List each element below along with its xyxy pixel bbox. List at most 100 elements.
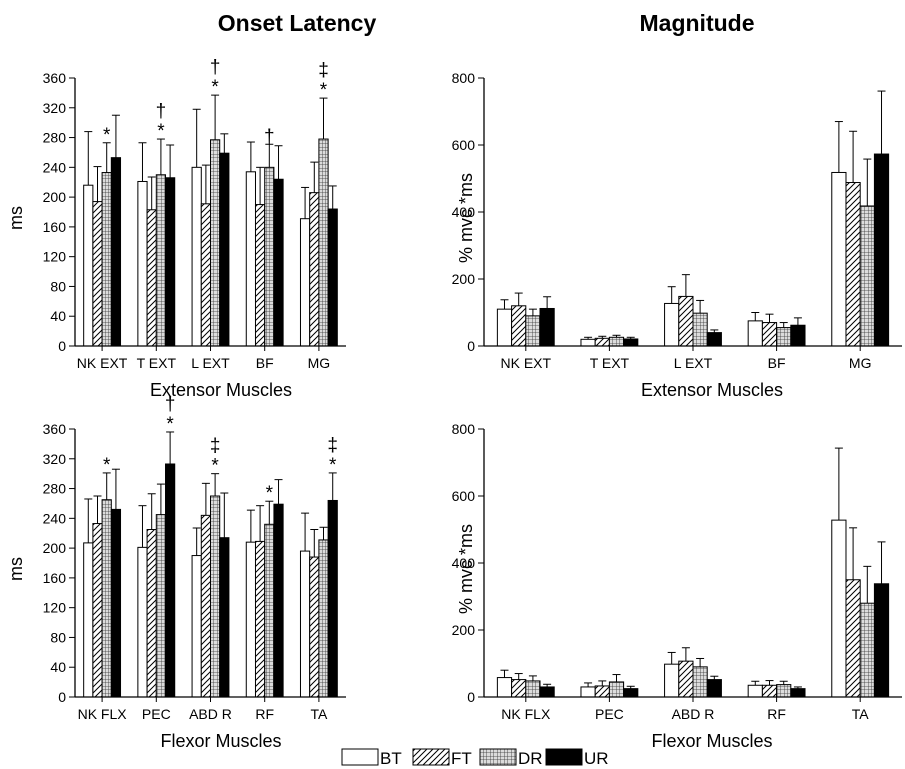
bar-ur bbox=[273, 503, 284, 698]
y-tick-label: 240 bbox=[43, 159, 67, 175]
significance-star: * bbox=[166, 414, 174, 435]
significance-star: * bbox=[211, 77, 219, 98]
y-tick-label: 0 bbox=[58, 689, 66, 705]
bar-ft bbox=[761, 684, 778, 698]
bar-dr bbox=[210, 139, 221, 347]
significance-dagger: ‡ bbox=[318, 60, 329, 81]
y-tick-label: 280 bbox=[43, 481, 67, 497]
significance-star: * bbox=[103, 455, 111, 476]
significance-dagger: † bbox=[156, 101, 167, 122]
bar-ft bbox=[511, 679, 527, 698]
bar-bt bbox=[137, 180, 148, 347]
bar-dr bbox=[318, 138, 329, 347]
x-axis-label: Extensor Muscles bbox=[150, 380, 292, 400]
bar-bt bbox=[245, 541, 256, 698]
x-tick-label: ABD R bbox=[189, 706, 232, 722]
bar-dr bbox=[692, 312, 708, 347]
significance-dagger: ‡ bbox=[327, 435, 338, 456]
x-tick-label: L EXT bbox=[674, 355, 713, 371]
y-axis-label: ms bbox=[6, 557, 26, 581]
x-tick-label: MG bbox=[849, 355, 872, 371]
y-tick-label: 320 bbox=[43, 451, 67, 467]
bar-bt bbox=[496, 677, 513, 698]
bar-ur bbox=[110, 157, 122, 347]
x-axis-label: Flexor Muscles bbox=[160, 731, 281, 751]
y-axis-label: % mvc *ms bbox=[456, 173, 476, 263]
bar-ur bbox=[165, 177, 176, 347]
bar-dr bbox=[101, 499, 112, 698]
bar-ur bbox=[327, 208, 338, 347]
x-tick-label: ABD R bbox=[672, 706, 715, 722]
y-tick-label: 200 bbox=[43, 540, 67, 556]
x-tick-label: RF bbox=[255, 706, 274, 722]
bar-ft bbox=[594, 337, 610, 347]
significance-star: * bbox=[103, 125, 111, 146]
bar-ft bbox=[309, 556, 320, 698]
x-axis-label: Flexor Muscles bbox=[651, 731, 772, 751]
bar-ur bbox=[110, 508, 122, 698]
y-tick-label: 0 bbox=[58, 338, 66, 354]
y-tick-label: 120 bbox=[43, 600, 67, 616]
bar-bt bbox=[245, 171, 256, 347]
y-tick-label: 240 bbox=[43, 510, 67, 526]
significance-dagger: † bbox=[165, 394, 176, 415]
y-tick-label: 400 bbox=[452, 555, 476, 571]
bar-ur bbox=[873, 153, 890, 347]
legend-label-dr: DR bbox=[518, 749, 543, 768]
bar-bt bbox=[83, 542, 94, 698]
x-tick-label: MG bbox=[308, 355, 331, 371]
chart-panels: 0 40 80 120 160 200 240 280 320 360 NK EXT T EXT L E… bbox=[6, 57, 902, 751]
x-tick-label: T EXT bbox=[137, 355, 177, 371]
y-tick-label: 360 bbox=[43, 70, 67, 86]
bar-ur bbox=[790, 688, 806, 698]
x-tick-label: NK EXT bbox=[501, 355, 552, 371]
bar-bt bbox=[137, 546, 148, 698]
x-axis-label: Extensor Muscles bbox=[641, 380, 783, 400]
bar-dr bbox=[692, 666, 708, 698]
bar-bt bbox=[747, 320, 763, 347]
bar-bt bbox=[496, 308, 513, 347]
legend-label-ft: FT bbox=[451, 749, 472, 768]
bar-dr bbox=[264, 166, 275, 347]
y-tick-label: 80 bbox=[50, 629, 66, 645]
y-tick-label: 280 bbox=[43, 130, 67, 146]
y-axis-label: ms bbox=[6, 206, 26, 230]
significance-dagger: † bbox=[264, 126, 275, 147]
bar-dr bbox=[525, 680, 541, 698]
x-tick-label: TA bbox=[852, 706, 870, 722]
y-tick-label: 200 bbox=[452, 622, 476, 638]
legend: BT FT DR UR bbox=[341, 748, 609, 768]
y-tick-label: 40 bbox=[50, 308, 66, 324]
significance-star: * bbox=[211, 456, 219, 477]
y-tick-label: 800 bbox=[452, 70, 476, 86]
y-tick-label: 320 bbox=[43, 100, 67, 116]
bar-ur bbox=[873, 583, 890, 698]
chart-panel-2: 0 200 400 600 800 NK EXT T EXT L EXT BF MG % mvc *… bbox=[452, 70, 902, 400]
bar-ft bbox=[845, 579, 861, 698]
bar-ft bbox=[146, 529, 157, 698]
bar-ft bbox=[92, 523, 103, 698]
bar-ft bbox=[200, 203, 211, 347]
title-magnitude: Magnitude bbox=[640, 10, 755, 36]
bar-ft bbox=[678, 660, 694, 698]
y-tick-label: 600 bbox=[452, 488, 476, 504]
y-tick-label: 40 bbox=[50, 659, 66, 675]
y-axis-label: % mvc *ms bbox=[456, 524, 476, 614]
x-tick-label: NK FLX bbox=[78, 706, 128, 722]
y-tick-label: 160 bbox=[43, 219, 67, 235]
bar-ur bbox=[327, 499, 338, 698]
title-onset-latency: Onset Latency bbox=[218, 10, 377, 36]
bar-ur bbox=[273, 178, 284, 347]
y-tick-label: 80 bbox=[50, 278, 66, 294]
bar-ft bbox=[254, 204, 266, 347]
significance-star: * bbox=[157, 121, 165, 142]
bar-dr bbox=[608, 336, 625, 347]
x-tick-label: RF bbox=[767, 706, 786, 722]
significance-star: * bbox=[329, 455, 337, 476]
y-tick-label: 0 bbox=[467, 338, 475, 354]
y-tick-label: 360 bbox=[43, 421, 67, 437]
bar-dr bbox=[155, 514, 167, 698]
bar-bt bbox=[747, 684, 763, 698]
bar-dr bbox=[318, 539, 329, 698]
